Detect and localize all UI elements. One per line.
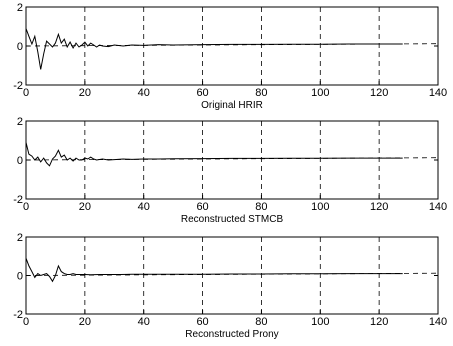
ytick-label: 0 [17,41,23,53]
ytick-label: 0 [17,155,23,167]
ytick-label: 2 [17,232,23,244]
xtick-label: 20 [79,316,91,328]
series-line [25,258,403,283]
xtick-label: 140 [429,87,447,99]
xtick-label: 40 [138,316,150,328]
xtick-label: 100 [311,316,329,328]
xtick-label: 100 [311,201,329,213]
xtick-label: 140 [429,201,447,213]
xtick-label: 0 [23,201,29,213]
ytick-label: -2 [13,80,23,92]
xtick-label: 120 [370,87,388,99]
xtick-label: 0 [23,87,29,99]
xtick-label: 80 [255,87,267,99]
xtick-label: 100 [311,87,329,99]
xtick-label: 40 [138,201,150,213]
xtick-label: 40 [138,87,150,99]
ytick-label: -2 [13,309,23,321]
reference-dashed-line [25,43,439,47]
ytick-label: -2 [13,194,23,206]
reference-dashed-line [25,272,439,276]
ytick-label: 2 [17,2,23,14]
subplot-xlabel: Original HRIR [201,100,263,111]
xtick-label: 0 [23,316,29,328]
xtick-label: 120 [370,316,388,328]
subplot-xlabel: Reconstructed STMCB [181,214,284,225]
xtick-label: 60 [196,87,208,99]
series-line [25,28,403,70]
reference-dashed-line [25,157,439,161]
xtick-label: 20 [79,201,91,213]
axes-frame [25,236,439,315]
xtick-label: 60 [196,316,208,328]
ytick-label: 2 [17,116,23,128]
xtick-label: 20 [79,87,91,99]
ytick-label: 0 [17,271,23,283]
xtick-label: 140 [429,316,447,328]
xtick-label: 80 [255,201,267,213]
xtick-label: 120 [370,201,388,213]
series-line [25,142,403,167]
xtick-label: 80 [255,316,267,328]
xtick-label: 60 [196,201,208,213]
subplot-xlabel: Reconstructed Prony [185,329,278,340]
axes-frame [25,120,439,200]
